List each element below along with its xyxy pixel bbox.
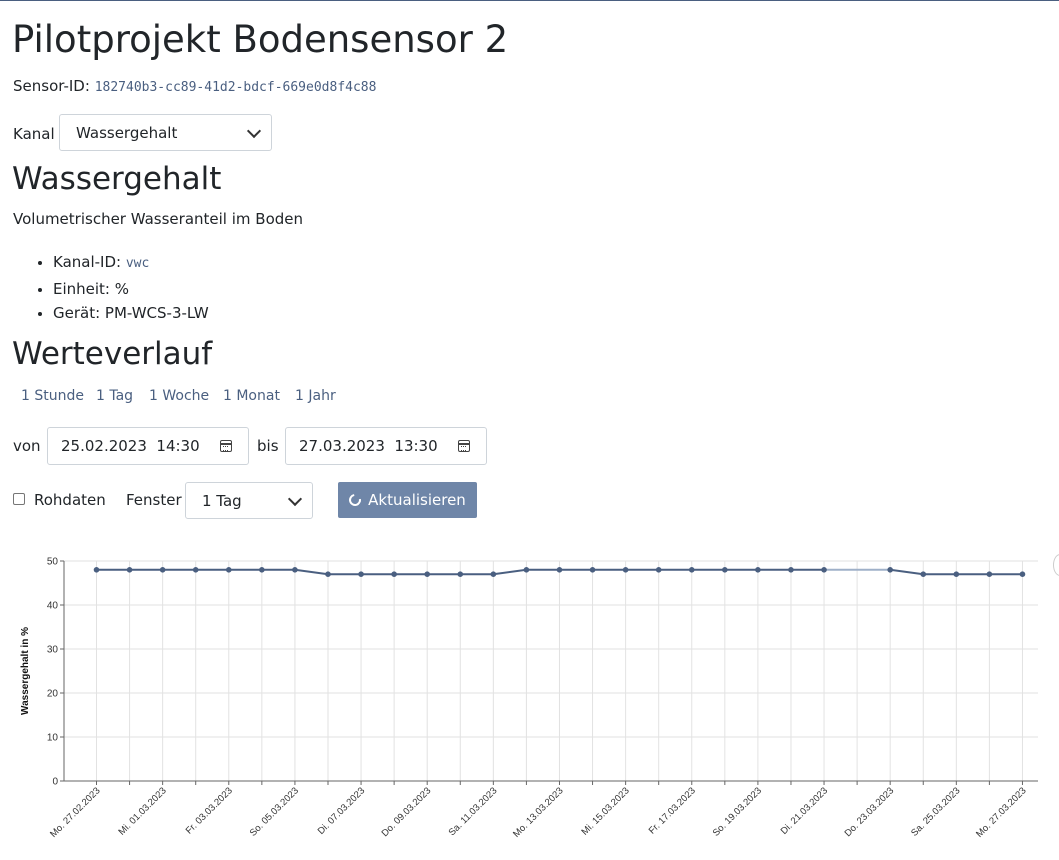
sensor-id-value: 182740b3-cc89-41d2-bdcf-669e0d8f4c88 — [94, 80, 377, 95]
from-datetime-value: 25.02.2023 14:30 — [61, 437, 200, 455]
x-tick-label: So. 19.03.2023 — [711, 785, 764, 838]
x-tick-label: Di. 07.03.2023 — [316, 785, 367, 836]
y-tick-label: 10 — [47, 733, 59, 744]
data-point — [325, 571, 331, 577]
x-tick-label: Do. 09.03.2023 — [380, 785, 434, 839]
data-point — [93, 567, 100, 573]
unit-item: Einheit: % — [53, 277, 209, 302]
chevron-down-icon — [246, 123, 262, 138]
window-select-value: 1 Tag — [202, 491, 242, 510]
data-point — [821, 567, 827, 573]
x-tick-label: Mi. 15.03.2023 — [580, 785, 632, 837]
calendar-icon[interactable] — [458, 440, 470, 452]
data-point — [688, 567, 695, 573]
raw-data-checkbox[interactable] — [13, 493, 25, 505]
y-tick-label: 0 — [52, 777, 58, 788]
data-point — [424, 571, 431, 577]
data-point — [457, 571, 464, 577]
x-tick-label: Mo. 27.02.2023 — [48, 785, 102, 839]
data-point — [192, 567, 199, 573]
channel-select[interactable]: Wassergehalt — [59, 114, 272, 151]
y-tick-label: 40 — [47, 601, 59, 612]
x-tick-label: So. 05.03.2023 — [248, 785, 301, 838]
x-tick-label: Sa. 25.03.2023 — [909, 785, 962, 838]
range-1-month-link[interactable]: 1 Monat — [223, 388, 280, 404]
data-point — [490, 571, 497, 577]
to-datetime-value: 27.03.2023 13:30 — [299, 437, 438, 455]
range-1-week-link[interactable]: 1 Woche — [149, 388, 210, 404]
x-tick-label: Mo. 27.03.2023 — [974, 785, 1028, 839]
x-tick-label: Fr. 17.03.2023 — [647, 785, 698, 836]
window-select[interactable]: 1 Tag — [185, 482, 313, 519]
device-item: Gerät: PM-WCS-3-LW — [53, 301, 209, 326]
sensor-id-label: Sensor-ID: — [13, 77, 90, 95]
history-heading: Werteverlauf — [12, 336, 213, 372]
data-point — [722, 567, 728, 573]
channel-id-value: vwc — [125, 256, 150, 271]
x-tick-label: Sa. 11.03.2023 — [447, 785, 500, 838]
to-label: bis — [257, 437, 279, 455]
data-point — [755, 567, 761, 573]
channel-properties: Kanal-ID: vwc Einheit: % Gerät: PM-WCS-3… — [13, 250, 209, 326]
data-point — [159, 567, 166, 573]
calendar-icon[interactable] — [220, 440, 232, 452]
x-tick-label: Di. 21.03.2023 — [779, 785, 830, 836]
data-point — [225, 567, 232, 573]
range-1-day-link[interactable]: 1 Tag — [96, 388, 134, 404]
range-1-year-link[interactable]: 1 Jahr — [295, 388, 336, 404]
y-axis-label: Wassergehalt in % — [20, 627, 31, 715]
channel-heading: Wassergehalt — [12, 161, 222, 197]
channel-select-value: Wassergehalt — [76, 123, 178, 142]
data-point — [1019, 571, 1026, 577]
water-content-chart: 0 10 20 30 40 50 Mo. 27.02.2023 Mi. 01.03.2023 F… — [20, 557, 1038, 840]
x-tick-label: Mo. 13.03.2023 — [511, 785, 565, 839]
to-datetime-input[interactable]: 27.03.2023 13:30 — [285, 427, 487, 465]
x-tick-label: Fr. 03.03.2023 — [184, 785, 235, 836]
data-point — [259, 567, 265, 573]
data-point — [292, 567, 298, 573]
data-point — [788, 567, 794, 573]
refresh-icon — [346, 491, 364, 509]
data-point — [556, 567, 563, 573]
data-point — [655, 567, 662, 573]
raw-data-label[interactable]: Rohdaten — [34, 491, 106, 509]
data-point — [523, 567, 530, 573]
y-tick-label: 20 — [47, 689, 59, 700]
y-tick-label: 30 — [47, 645, 59, 656]
x-tick-label: Mi. 01.03.2023 — [117, 785, 169, 837]
sensor-id-line: Sensor-ID: 182740b3-cc89-41d2-bdcf-669e0… — [13, 77, 376, 95]
data-point — [622, 567, 629, 573]
channel-id-label: Kanal-ID: — [53, 253, 122, 271]
data-point — [358, 571, 364, 577]
x-tick-label: Do. 23.03.2023 — [843, 785, 897, 839]
data-point — [589, 567, 596, 573]
chevron-down-icon — [287, 491, 303, 506]
range-1-hour-link[interactable]: 1 Stunde — [21, 388, 84, 404]
y-tick-label: 50 — [47, 557, 59, 568]
data-point — [126, 567, 133, 573]
data-point — [920, 571, 927, 577]
data-point — [887, 567, 893, 573]
from-datetime-input[interactable]: 25.02.2023 14:30 — [47, 427, 249, 465]
channel-select-label: Kanal — [13, 125, 55, 143]
channel-description: Volumetrischer Wasseranteil im Boden — [13, 210, 304, 228]
from-label: von — [13, 437, 41, 455]
refresh-button-label: Aktualisieren — [368, 491, 466, 509]
channel-id-item: Kanal-ID: vwc — [53, 250, 209, 277]
data-point — [391, 571, 397, 577]
data-point — [953, 571, 960, 577]
data-point — [986, 571, 993, 577]
refresh-button[interactable]: Aktualisieren — [338, 482, 477, 518]
page-title: Pilotprojekt Bodensensor 2 — [12, 18, 509, 61]
window-label: Fenster — [126, 491, 182, 509]
